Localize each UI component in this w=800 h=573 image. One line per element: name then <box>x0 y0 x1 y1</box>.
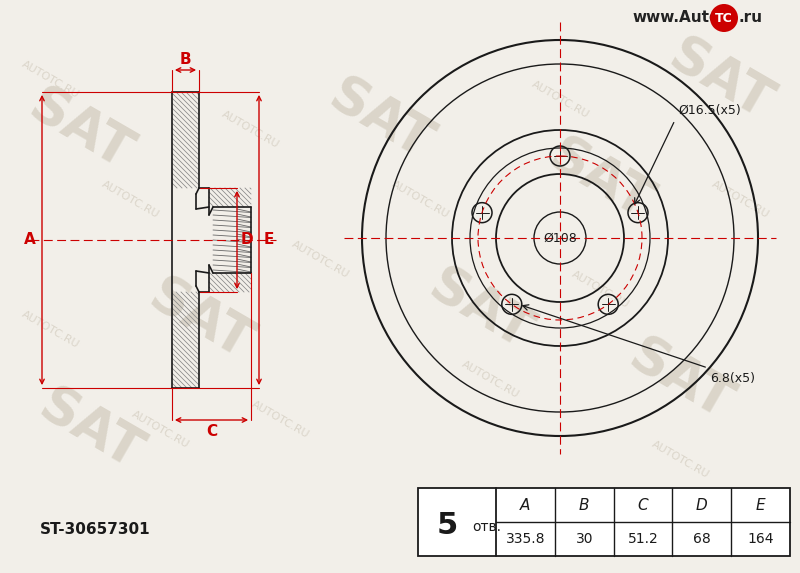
Text: C: C <box>638 497 648 512</box>
Text: AUTOTC.RU: AUTOTC.RU <box>250 399 310 441</box>
Text: D: D <box>696 497 708 512</box>
Text: SAT: SAT <box>619 330 741 430</box>
Text: AUTOTC.RU: AUTOTC.RU <box>530 80 590 120</box>
Text: 68: 68 <box>693 532 710 546</box>
Text: отв.: отв. <box>473 520 502 535</box>
Text: B: B <box>180 53 191 68</box>
Text: C: C <box>206 423 217 438</box>
Text: 6.8(x5): 6.8(x5) <box>710 372 755 385</box>
Text: 30: 30 <box>575 532 593 546</box>
Text: www.Auto: www.Auto <box>632 10 719 26</box>
Text: AUTOTC.RU: AUTOTC.RU <box>130 410 190 450</box>
Text: AUTOTC.RU: AUTOTC.RU <box>219 109 281 151</box>
Text: Ø16.5(x5): Ø16.5(x5) <box>678 104 741 117</box>
Text: AUTOTC.RU: AUTOTC.RU <box>570 269 630 311</box>
Text: E: E <box>756 497 766 512</box>
Text: Ø108: Ø108 <box>543 231 577 245</box>
Text: AUTOTC.RU: AUTOTC.RU <box>19 309 81 351</box>
Text: AUTOTC.RU: AUTOTC.RU <box>390 179 450 221</box>
Text: .ru: .ru <box>739 10 763 26</box>
Text: SAT: SAT <box>419 260 541 360</box>
Text: 5: 5 <box>437 511 458 540</box>
Text: 51.2: 51.2 <box>628 532 658 546</box>
Text: SAT: SAT <box>19 80 141 180</box>
Text: SAT: SAT <box>539 130 661 230</box>
Text: ST-30657301: ST-30657301 <box>40 523 150 537</box>
Text: AUTOTC.RU: AUTOTC.RU <box>459 359 521 401</box>
Bar <box>418 488 790 556</box>
Text: A: A <box>24 233 36 248</box>
Text: SAT: SAT <box>659 30 781 130</box>
Text: E: E <box>264 233 274 248</box>
Text: AUTOTC.RU: AUTOTC.RU <box>710 179 770 221</box>
Text: TC: TC <box>715 11 733 25</box>
Text: 164: 164 <box>747 532 774 546</box>
Text: AUTOTC.RU: AUTOTC.RU <box>650 439 710 481</box>
Text: AUTOTC.RU: AUTOTC.RU <box>19 60 81 100</box>
Text: AUTOTC.RU: AUTOTC.RU <box>290 240 350 281</box>
Circle shape <box>710 4 738 32</box>
Text: B: B <box>579 497 590 512</box>
Text: SAT: SAT <box>29 380 151 480</box>
Text: SAT: SAT <box>139 270 261 370</box>
Text: D: D <box>241 233 254 248</box>
Text: A: A <box>520 497 530 512</box>
Text: SAT: SAT <box>319 70 441 170</box>
Bar <box>418 488 790 556</box>
Text: 335.8: 335.8 <box>506 532 545 546</box>
Text: AUTOTC.RU: AUTOTC.RU <box>99 179 161 221</box>
